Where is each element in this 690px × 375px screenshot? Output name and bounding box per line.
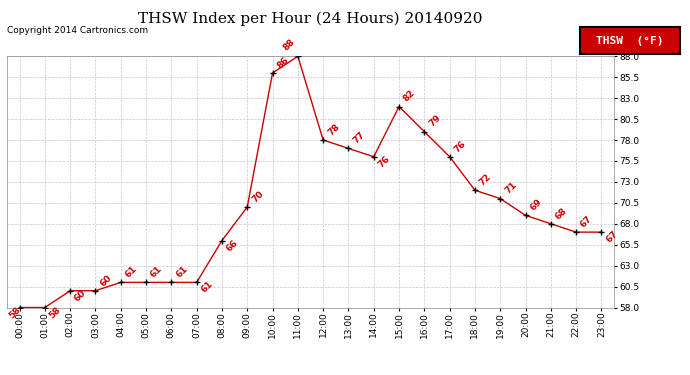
- Text: 76: 76: [453, 139, 468, 154]
- Text: 79: 79: [427, 114, 442, 129]
- Text: 58: 58: [48, 305, 63, 320]
- Text: THSW Index per Hour (24 Hours) 20140920: THSW Index per Hour (24 Hours) 20140920: [138, 11, 483, 26]
- Text: 66: 66: [225, 238, 240, 253]
- Text: 61: 61: [199, 280, 215, 295]
- Text: 77: 77: [351, 130, 366, 146]
- Text: 68: 68: [553, 206, 569, 221]
- Text: 61: 61: [174, 264, 189, 280]
- Text: 82: 82: [402, 88, 417, 104]
- Text: Copyright 2014 Cartronics.com: Copyright 2014 Cartronics.com: [7, 26, 148, 35]
- Text: 61: 61: [124, 264, 139, 280]
- Text: THSW  (°F): THSW (°F): [596, 36, 663, 46]
- Text: 70: 70: [250, 189, 265, 204]
- Text: 86: 86: [275, 55, 290, 70]
- Text: 76: 76: [377, 154, 392, 169]
- Text: 60: 60: [98, 273, 113, 288]
- Text: 71: 71: [503, 180, 518, 196]
- Text: 60: 60: [73, 288, 88, 303]
- Text: 72: 72: [477, 172, 493, 188]
- Text: 69: 69: [529, 197, 544, 213]
- Text: 67: 67: [579, 214, 594, 230]
- Text: 67: 67: [604, 230, 620, 244]
- Text: 78: 78: [326, 122, 342, 137]
- Text: 58: 58: [7, 305, 22, 320]
- Text: 61: 61: [149, 264, 164, 280]
- Text: 88: 88: [282, 37, 297, 52]
